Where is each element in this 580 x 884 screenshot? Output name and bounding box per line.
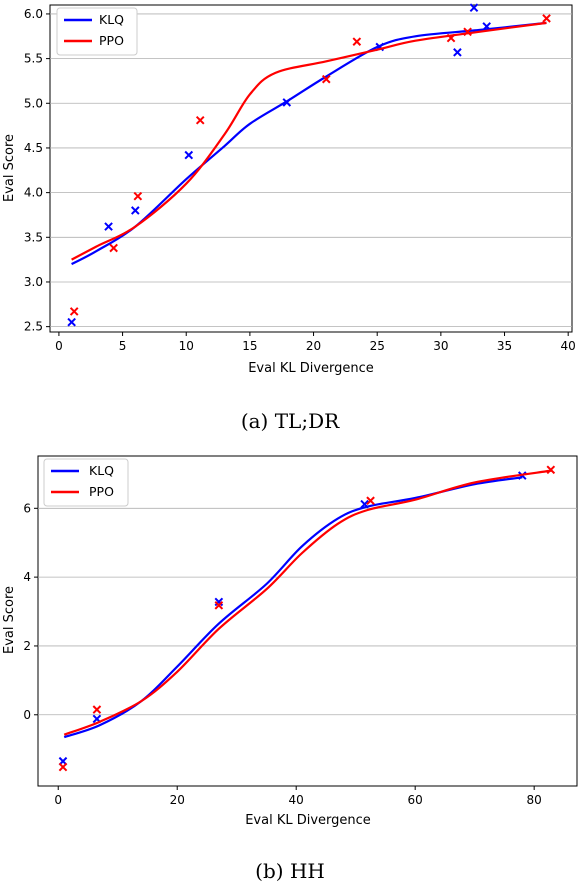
- data-point-ppo: [214, 601, 224, 610]
- x-axis-label: Eval KL Divergence: [248, 361, 374, 376]
- data-point-ppo: [321, 74, 331, 84]
- x-tick-label: 25: [370, 339, 385, 353]
- data-point-ppo: [546, 465, 556, 475]
- fit-curve-ppo: [71, 21, 547, 261]
- data-point-ppo: [446, 33, 456, 43]
- data-point-klq: [184, 150, 194, 160]
- y-tick-label: 2.5: [24, 320, 43, 334]
- data-point-ppo: [463, 27, 472, 37]
- x-tick-label: 40: [289, 793, 304, 807]
- gridlines: [50, 13, 572, 328]
- legend-label-ppo: PPO: [89, 484, 114, 499]
- y-tick-label: 3.5: [24, 230, 43, 244]
- data-point-klq: [453, 48, 462, 57]
- panel-hh: 0 20 40 60 80 0 2 4 6 Eval KL Divergence Eval S…: [2, 455, 578, 883]
- x-tick-label: 20: [170, 793, 185, 807]
- series-layer: [67, 3, 551, 327]
- fit-curve-klq: [71, 21, 547, 266]
- legend-box: [56, 7, 138, 56]
- x-axis-ticks: 0 5 10 15 20 25 30 35 40: [55, 332, 576, 353]
- y-tick-label: 6.0: [24, 7, 43, 21]
- x-tick-label: 15: [242, 339, 257, 353]
- legend: KLQ PPO: [56, 7, 138, 56]
- x-axis-ticks: 0 20 40 60 80: [54, 786, 542, 807]
- data-point-klq: [282, 98, 292, 107]
- plot-area-frame: [37, 455, 578, 787]
- caption: (b) HH: [255, 859, 325, 883]
- data-point-ppo: [69, 307, 79, 316]
- data-point-ppo: [92, 705, 102, 714]
- caption: (a) TL;DR: [241, 409, 340, 433]
- x-tick-label: 0: [55, 339, 63, 353]
- legend-label-klq: KLQ: [89, 463, 114, 478]
- data-point-ppo: [542, 14, 551, 23]
- x-tick-label: 35: [497, 339, 512, 353]
- legend-box: [43, 458, 129, 507]
- data-point-klq: [360, 499, 369, 509]
- y-tick-label: 4.5: [24, 141, 43, 155]
- legend-label-klq: KLQ: [99, 12, 124, 27]
- y-axis-ticks: 0 2 4 6: [23, 501, 38, 722]
- panel-tldr: 0 5 10 15 20 25 30 35 40 2.5 3.0 3.5 4.0 4.5 5.0 5.5 6.…: [2, 3, 576, 433]
- x-tick-label: 30: [433, 339, 448, 353]
- x-tick-label: 5: [119, 339, 127, 353]
- y-tick-label: 2: [23, 639, 31, 653]
- x-tick-label: 20: [306, 339, 321, 353]
- data-point-ppo: [58, 762, 68, 772]
- data-point-ppo: [195, 115, 205, 125]
- x-tick-label: 10: [179, 339, 194, 353]
- x-tick-label: 60: [408, 793, 423, 807]
- fit-curve-klq: [63, 476, 523, 739]
- x-axis-label: Eval KL Divergence: [245, 813, 371, 828]
- y-tick-label: 5.0: [24, 96, 43, 110]
- y-tick-label: 5.5: [24, 52, 43, 66]
- y-axis-label: Eval Score: [2, 586, 17, 654]
- x-tick-label: 40: [561, 339, 576, 353]
- data-point-ppo: [352, 37, 362, 46]
- data-point-klq: [469, 3, 479, 12]
- gridlines: [38, 507, 577, 716]
- data-point-ppo: [133, 191, 143, 201]
- plot-area-frame: [49, 4, 573, 333]
- y-tick-label: 3.0: [24, 275, 43, 289]
- y-tick-label: 4.0: [24, 186, 43, 200]
- x-tick-label: 0: [54, 793, 62, 807]
- legend: KLQ PPO: [43, 458, 129, 507]
- y-tick-label: 6: [23, 501, 31, 515]
- data-point-ppo: [109, 243, 118, 253]
- y-axis-label: Eval Score: [2, 134, 17, 202]
- y-tick-label: 4: [23, 570, 31, 584]
- data-point-klq: [482, 22, 492, 31]
- data-point-ppo: [366, 496, 375, 506]
- y-axis-ticks: 2.5 3.0 3.5 4.0 4.5 5.0 5.5 6.0: [24, 7, 50, 334]
- series-layer: [58, 465, 556, 772]
- data-point-klq: [104, 222, 113, 231]
- legend-label-ppo: PPO: [99, 33, 124, 48]
- data-point-klq: [67, 317, 76, 327]
- y-tick-label: 0: [23, 708, 31, 722]
- fit-curve-ppo: [63, 469, 553, 736]
- x-tick-label: 80: [527, 793, 542, 807]
- data-point-klq: [130, 206, 140, 215]
